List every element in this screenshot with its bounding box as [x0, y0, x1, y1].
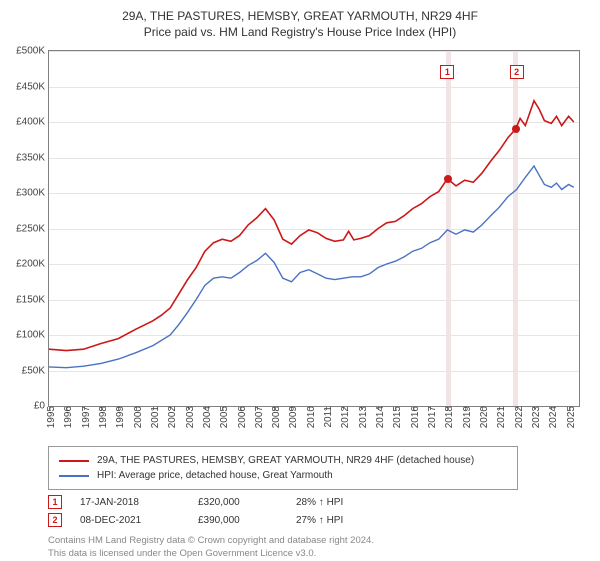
- legend-box: 29A, THE PASTURES, HEMSBY, GREAT YARMOUT…: [48, 446, 518, 490]
- x-axis-label: 2002: [167, 406, 178, 428]
- line-series-svg: [49, 51, 579, 406]
- x-axis-label: 2005: [219, 406, 230, 428]
- x-axis-label: 2006: [237, 406, 248, 428]
- sales-row-price: £390,000: [198, 515, 278, 526]
- sale-dot: [512, 125, 520, 133]
- sale-dot: [444, 175, 452, 183]
- x-axis-label: 2013: [358, 406, 369, 428]
- y-axis-label: £300K: [16, 188, 49, 199]
- sales-row-marker: 2: [48, 513, 62, 527]
- x-axis-label: 2025: [566, 406, 577, 428]
- y-axis-label: £450K: [16, 81, 49, 92]
- x-axis-label: 2001: [150, 406, 161, 428]
- legend-label: 29A, THE PASTURES, HEMSBY, GREAT YARMOUT…: [97, 453, 474, 468]
- x-axis-label: 2000: [133, 406, 144, 428]
- y-axis-label: £50K: [22, 365, 49, 376]
- y-axis-label: £350K: [16, 152, 49, 163]
- x-axis-label: 2011: [323, 406, 334, 428]
- attribution-line1: Contains HM Land Registry data © Crown c…: [48, 535, 374, 548]
- x-axis-label: 2007: [254, 406, 265, 428]
- x-axis-label: 2009: [288, 406, 299, 428]
- sale-marker-label: 2: [510, 65, 524, 79]
- series-hpi: [49, 166, 574, 368]
- y-axis-label: £250K: [16, 223, 49, 234]
- sales-row-price: £320,000: [198, 497, 278, 508]
- x-axis-label: 2019: [462, 406, 473, 428]
- title-line1: 29A, THE PASTURES, HEMSBY, GREAT YARMOUT…: [0, 8, 600, 24]
- x-axis-label: 2015: [392, 406, 403, 428]
- x-axis-label: 2020: [479, 406, 490, 428]
- attribution-line2: This data is licensed under the Open Gov…: [48, 548, 374, 561]
- x-axis-label: 2023: [531, 406, 542, 428]
- sales-row-marker: 1: [48, 495, 62, 509]
- x-axis-label: 1995: [46, 406, 57, 428]
- x-axis-label: 2018: [444, 406, 455, 428]
- sales-row-delta: 27% ↑ HPI: [296, 515, 343, 526]
- y-axis-label: £400K: [16, 117, 49, 128]
- chart-title: 29A, THE PASTURES, HEMSBY, GREAT YARMOUT…: [0, 0, 600, 40]
- x-axis-label: 1998: [98, 406, 109, 428]
- legend-item: HPI: Average price, detached house, Grea…: [59, 468, 507, 483]
- sales-row-delta: 28% ↑ HPI: [296, 497, 343, 508]
- legend-swatch: [59, 475, 89, 477]
- chart-plot-area: £0£50K£100K£150K£200K£250K£300K£350K£400…: [48, 50, 580, 407]
- x-axis-label: 2017: [427, 406, 438, 428]
- x-axis-label: 2010: [306, 406, 317, 428]
- x-axis-label: 1997: [81, 406, 92, 428]
- sale-marker-label: 1: [440, 65, 454, 79]
- x-axis-label: 2024: [548, 406, 559, 428]
- sales-row: 2 08-DEC-2021 £390,000 27% ↑ HPI: [48, 513, 343, 527]
- x-axis-label: 2008: [271, 406, 282, 428]
- x-axis-label: 2022: [514, 406, 525, 428]
- y-axis-label: £200K: [16, 259, 49, 270]
- x-axis-label: 2012: [340, 406, 351, 428]
- y-axis-label: £150K: [16, 294, 49, 305]
- x-axis-label: 2016: [410, 406, 421, 428]
- legend-swatch: [59, 460, 89, 462]
- x-axis-label: 1996: [63, 406, 74, 428]
- y-axis-label: £100K: [16, 330, 49, 341]
- x-axis-label: 1999: [115, 406, 126, 428]
- x-axis-label: 2004: [202, 406, 213, 428]
- sales-row: 1 17-JAN-2018 £320,000 28% ↑ HPI: [48, 495, 343, 509]
- sales-row-date: 17-JAN-2018: [80, 497, 180, 508]
- x-axis-label: 2014: [375, 406, 386, 428]
- x-axis-label: 2003: [185, 406, 196, 428]
- series-property: [49, 101, 574, 351]
- y-axis-label: £500K: [16, 46, 49, 57]
- sales-row-date: 08-DEC-2021: [80, 515, 180, 526]
- x-axis-label: 2021: [496, 406, 507, 428]
- legend-item: 29A, THE PASTURES, HEMSBY, GREAT YARMOUT…: [59, 453, 507, 468]
- attribution-text: Contains HM Land Registry data © Crown c…: [48, 535, 374, 561]
- legend-label: HPI: Average price, detached house, Grea…: [97, 468, 333, 483]
- title-line2: Price paid vs. HM Land Registry's House …: [0, 24, 600, 40]
